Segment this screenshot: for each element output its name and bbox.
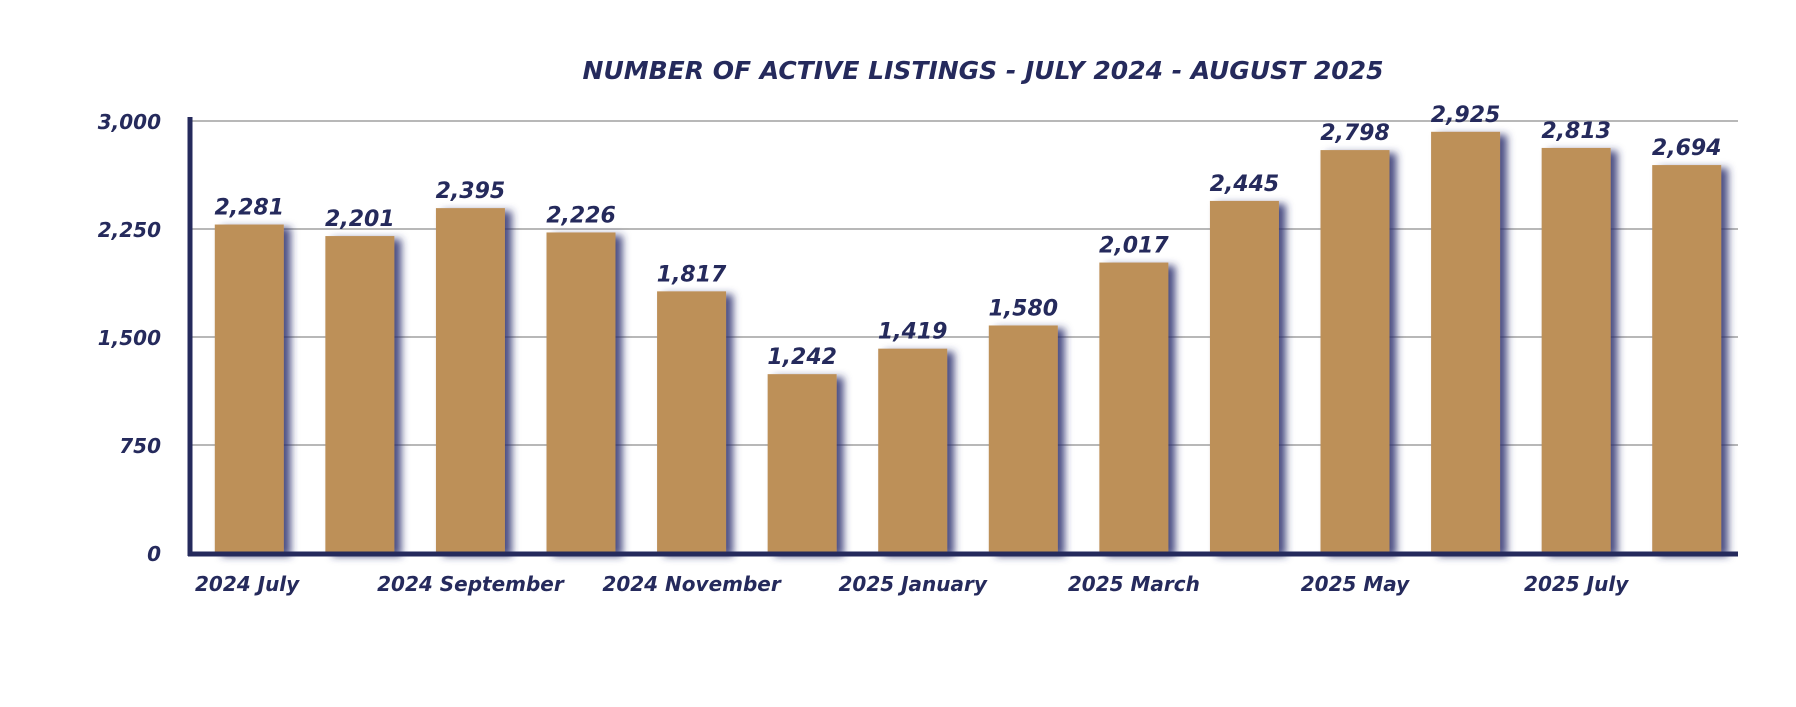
bar [546, 232, 616, 553]
bar [1320, 150, 1390, 553]
x-tick-label: 2024 November [602, 572, 781, 596]
data-label: 2,694 [1652, 136, 1722, 161]
bar [988, 325, 1058, 553]
x-tick-label: 2025 January [838, 572, 987, 596]
bar [1541, 147, 1611, 554]
bar [214, 224, 284, 553]
bar [435, 208, 505, 553]
bar [878, 348, 948, 553]
bars [214, 131, 1722, 554]
y-tick-label: 750 [119, 434, 161, 458]
data-label: 2,445 [1210, 172, 1280, 197]
bar [767, 374, 837, 553]
x-tick-label: 2025 March [1068, 572, 1200, 596]
chart-title: NUMBER OF ACTIVE LISTINGS - JULY 2024 - … [582, 56, 1384, 85]
data-label: 2,201 [325, 207, 395, 232]
x-tick-label: 2024 September [377, 572, 565, 596]
data-label: 2,798 [1320, 121, 1390, 146]
bar [657, 291, 727, 553]
x-tick-label: 2025 May [1301, 572, 1410, 596]
data-label: 2,395 [436, 179, 506, 204]
data-label: 1,242 [767, 345, 837, 370]
labels: 0 750 1,500 2,250 3,000 2,281 2,201 2,395 2,226 1… [98, 103, 1722, 596]
data-label: 1,817 [657, 262, 727, 287]
data-label: 2,226 [546, 203, 616, 228]
y-tick-label: 0 [147, 542, 161, 566]
data-label: 1,419 [878, 320, 948, 345]
x-tick-label: 2025 July [1524, 572, 1629, 596]
x-tick-label: 2024 July [195, 572, 300, 596]
gridlines [190, 120, 1738, 446]
data-label: 2,281 [214, 196, 284, 221]
y-tick-label: 2,250 [98, 218, 161, 242]
y-tick-label: 1,500 [98, 326, 161, 350]
data-label: 2,813 [1541, 119, 1611, 144]
bar [325, 236, 395, 553]
data-label: 2,925 [1431, 103, 1501, 128]
bar [1099, 262, 1169, 553]
data-label: 1,580 [988, 296, 1058, 321]
axes [187, 117, 1738, 557]
y-tick-label: 3,000 [98, 110, 161, 134]
bar [1652, 165, 1722, 553]
bar [1431, 131, 1501, 554]
data-label: 2,017 [1099, 234, 1169, 259]
bar [1209, 200, 1279, 554]
